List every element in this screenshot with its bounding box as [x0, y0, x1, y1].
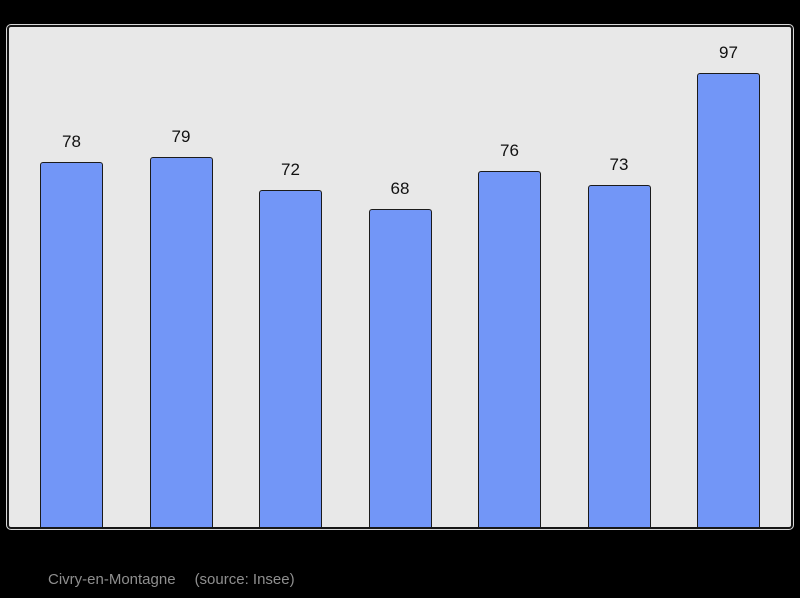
caption-commune: Civry-en-Montagne [48, 571, 176, 588]
bar [697, 73, 760, 527]
bar-value-label: 79 [171, 127, 191, 147]
bar-value-label: 76 [500, 141, 519, 161]
plot-area: 78 79 72 68 76 73 97 [9, 27, 791, 527]
bar-group: 78 [40, 132, 103, 527]
bar [368, 208, 432, 527]
bar-group: 73 [587, 155, 651, 527]
bar-group: 97 [697, 43, 760, 527]
bar-group: 72 [259, 160, 322, 527]
bar-value-label: 97 [719, 43, 738, 63]
caption-source: (source: Insee) [194, 571, 295, 588]
bar [259, 190, 322, 527]
bar-value-label: 68 [390, 178, 410, 198]
bar-value-label: 72 [281, 160, 300, 180]
chart-caption: Civry-en-Montagne (source: Insee) [48, 571, 295, 589]
bar [478, 171, 541, 527]
bar-value-label: 73 [609, 155, 629, 175]
bar [149, 157, 213, 527]
bar-group: 68 [368, 178, 432, 527]
bar-value-label: 78 [62, 131, 81, 151]
bar [587, 185, 651, 527]
bar-group: 79 [149, 127, 213, 527]
chart-frame: 78 79 72 68 76 73 97 [7, 25, 793, 529]
bar [40, 161, 103, 527]
bar-group: 76 [478, 141, 541, 527]
